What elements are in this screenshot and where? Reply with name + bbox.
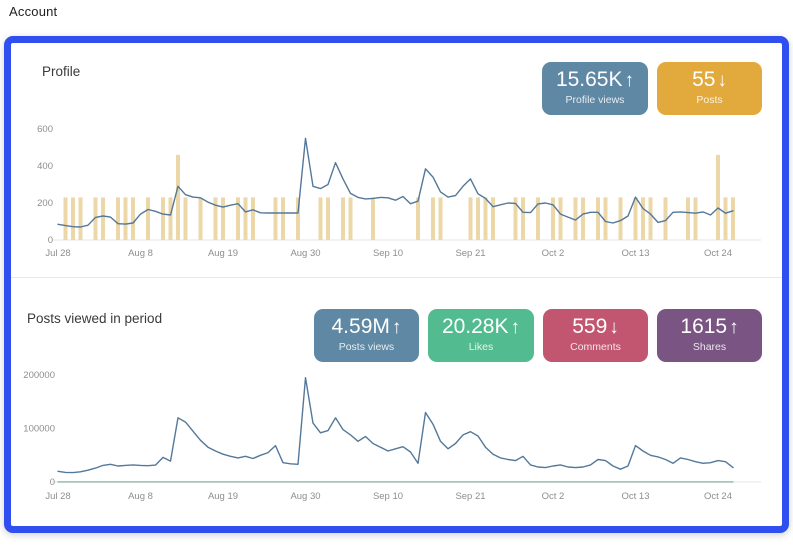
svg-text:0: 0 (50, 477, 55, 488)
svg-text:Aug 30: Aug 30 (290, 491, 320, 502)
profile-badges: 15.65K ↑ Profile views 55 ↓ Posts (541, 62, 762, 115)
stat-badge-label: Profile views (565, 93, 625, 106)
stat-badge-value: 55 ↓ (692, 68, 727, 92)
stat-badge-value: 4.59M ↑ (331, 315, 402, 339)
svg-text:200000: 200000 (23, 370, 55, 381)
svg-text:Jul 28: Jul 28 (45, 248, 70, 259)
stat-badge-label: Posts views (338, 340, 395, 353)
stat-badge-label: Comments (570, 340, 621, 353)
arrow-up-icon: ↑ (391, 317, 402, 339)
svg-text:Aug 19: Aug 19 (208, 491, 238, 502)
stat-badge: 1615 ↑ Shares (657, 309, 762, 362)
arrow-up-icon: ↑ (624, 70, 635, 92)
svg-text:Aug 8: Aug 8 (128, 248, 153, 259)
svg-text:Oct 13: Oct 13 (622, 248, 650, 259)
svg-text:Oct 2: Oct 2 (542, 491, 565, 502)
stat-badge-value: 559 ↓ (572, 315, 619, 339)
posts-panel: Posts viewed in period 4.59M ↑ Posts views… (11, 278, 782, 526)
svg-text:400: 400 (37, 161, 53, 172)
page-title: Account (9, 4, 58, 19)
stat-badge-value: 15.65K ↑ (555, 68, 635, 92)
stat-badge: 15.65K ↑ Profile views (541, 62, 648, 115)
panel-divider (11, 277, 782, 278)
arrow-down-icon: ↓ (609, 317, 619, 339)
svg-text:Sep 21: Sep 21 (455, 491, 485, 502)
stat-badge-value: 1615 ↑ (680, 315, 739, 339)
stat-badge-label: Shares (692, 340, 727, 353)
svg-text:Oct 2: Oct 2 (542, 248, 565, 259)
svg-text:Oct 24: Oct 24 (704, 248, 732, 259)
arrow-down-icon: ↓ (717, 70, 727, 92)
stat-badge: 559 ↓ Comments (543, 309, 648, 362)
svg-text:Sep 10: Sep 10 (373, 248, 403, 259)
svg-text:Oct 24: Oct 24 (704, 491, 732, 502)
arrow-up-icon: ↑ (510, 317, 521, 339)
svg-text:Sep 10: Sep 10 (373, 491, 403, 502)
svg-text:Aug 8: Aug 8 (128, 491, 153, 502)
svg-text:Aug 30: Aug 30 (290, 248, 320, 259)
posts-views-chart: 0 100000 200000 Jul 28 Aug 8 Aug 19 Aug 30 Sep … (23, 370, 761, 502)
svg-text:600: 600 (37, 124, 53, 135)
stat-badge: 4.59M ↑ Posts views (313, 309, 419, 362)
profile-panel: Profile 15.65K ↑ Profile views 55 ↓ Posts 0 20… (11, 43, 782, 277)
posts-badges: 4.59M ↑ Posts views 20.28K ↑ Likes 559 ↓ Comment… (313, 309, 762, 362)
svg-text:Oct 13: Oct 13 (622, 491, 650, 502)
svg-text:Sep 21: Sep 21 (455, 248, 485, 259)
svg-text:0: 0 (48, 235, 53, 246)
stat-badge-value: 20.28K ↑ (441, 315, 521, 339)
stat-badge: 20.28K ↑ Likes (427, 309, 534, 362)
account-card: Profile 15.65K ↑ Profile views 55 ↓ Posts 0 20… (4, 36, 789, 533)
svg-text:100000: 100000 (23, 424, 55, 435)
stat-badge: 55 ↓ Posts (657, 62, 762, 115)
svg-text:Aug 19: Aug 19 (208, 248, 238, 259)
arrow-up-icon: ↑ (729, 317, 739, 339)
posts-panel-title: Posts viewed in period (27, 311, 163, 326)
stat-badge-label: Posts (696, 93, 723, 106)
profile-views-chart: 0 200 400 600 Jul 28 Aug 8 Aug 19 Aug 30 Sep 10 S… (37, 124, 761, 259)
svg-text:200: 200 (37, 198, 53, 209)
svg-text:Jul 28: Jul 28 (45, 491, 70, 502)
profile-panel-title: Profile (42, 64, 81, 79)
stat-badge-label: Likes (468, 340, 494, 353)
